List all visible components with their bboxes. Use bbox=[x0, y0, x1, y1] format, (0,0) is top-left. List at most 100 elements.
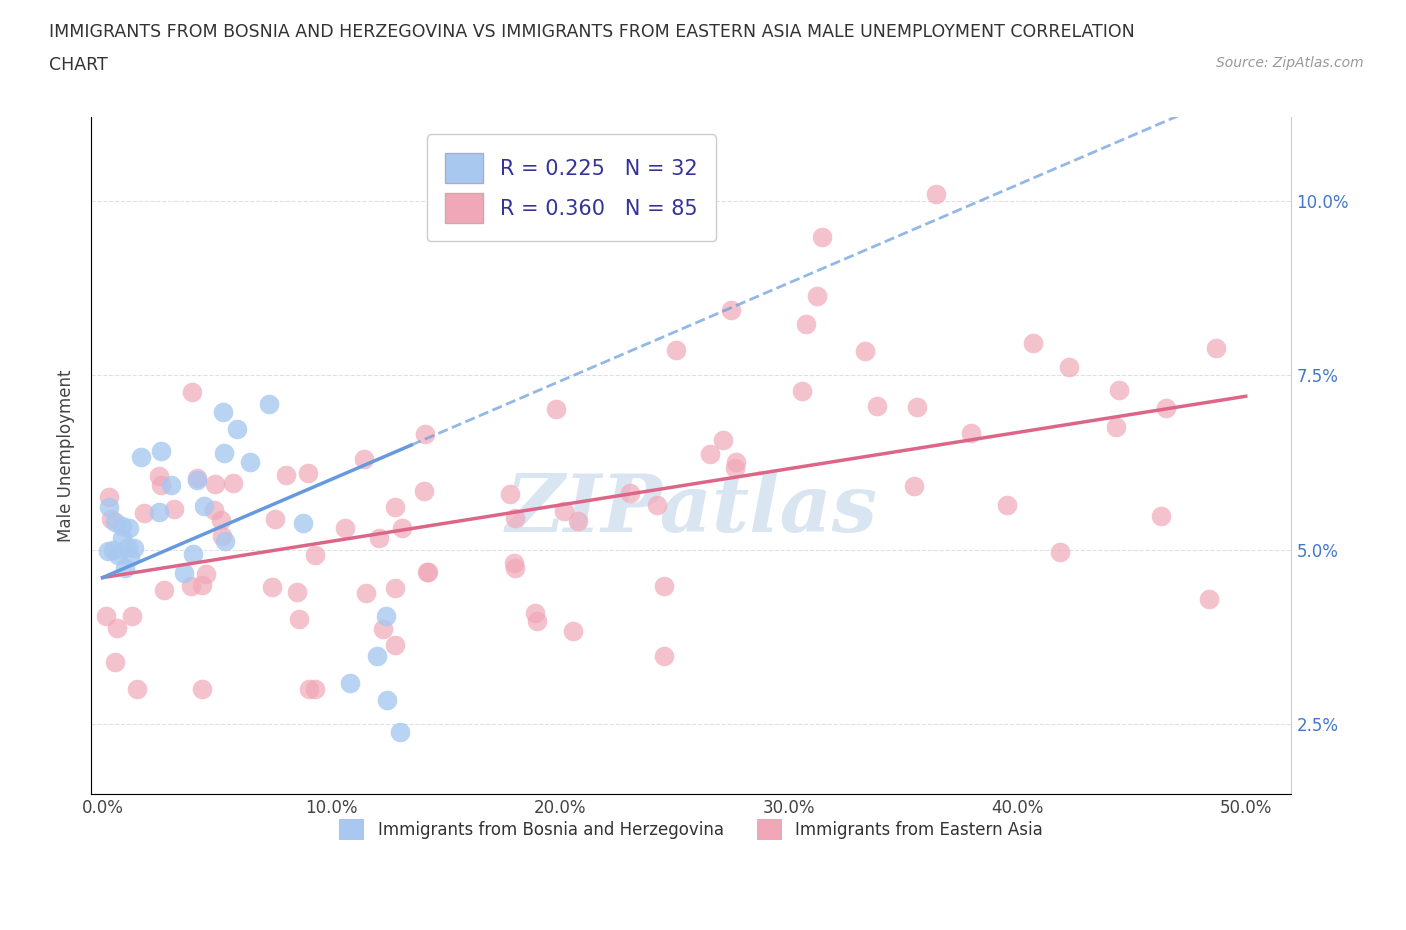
Point bbox=[1150, 509, 1173, 524]
Point bbox=[925, 187, 948, 202]
Point bbox=[211, 405, 233, 419]
Point bbox=[304, 682, 326, 697]
Point bbox=[104, 655, 127, 670]
Point bbox=[98, 490, 121, 505]
Point bbox=[905, 399, 928, 414]
Point bbox=[276, 468, 298, 483]
Point bbox=[111, 530, 134, 545]
Point bbox=[725, 455, 748, 470]
Point bbox=[211, 528, 233, 543]
Point bbox=[1198, 591, 1220, 606]
Y-axis label: Male Unemployment: Male Unemployment bbox=[58, 369, 75, 542]
Point bbox=[792, 383, 814, 398]
Point bbox=[124, 540, 146, 555]
Point bbox=[391, 521, 413, 536]
Point bbox=[191, 682, 214, 697]
Point bbox=[131, 449, 153, 464]
Point bbox=[214, 534, 236, 549]
Point bbox=[903, 478, 925, 493]
Point bbox=[1156, 401, 1178, 416]
Point bbox=[366, 648, 388, 663]
Point bbox=[503, 561, 526, 576]
Point bbox=[1105, 419, 1128, 434]
Point bbox=[1057, 359, 1080, 374]
Point bbox=[1021, 336, 1043, 351]
Point bbox=[810, 230, 832, 245]
Point bbox=[699, 446, 721, 461]
Point bbox=[202, 503, 225, 518]
Point bbox=[806, 289, 828, 304]
Point bbox=[98, 499, 121, 514]
Text: ZIPatlas: ZIPatlas bbox=[505, 471, 877, 549]
Point bbox=[118, 520, 141, 535]
Point bbox=[384, 638, 406, 653]
Point bbox=[173, 565, 195, 580]
Point bbox=[180, 385, 202, 400]
Point bbox=[105, 620, 128, 635]
Point bbox=[995, 498, 1018, 512]
Point bbox=[193, 498, 215, 513]
Point bbox=[183, 547, 205, 562]
Point bbox=[104, 514, 127, 529]
Point bbox=[260, 579, 283, 594]
Point bbox=[149, 477, 172, 492]
Point bbox=[111, 519, 134, 534]
Point bbox=[866, 398, 889, 413]
Point bbox=[134, 506, 156, 521]
Point bbox=[148, 469, 170, 484]
Point bbox=[384, 500, 406, 515]
Point bbox=[285, 585, 308, 600]
Point bbox=[645, 498, 668, 512]
Point bbox=[117, 539, 139, 554]
Point bbox=[121, 608, 143, 623]
Point bbox=[413, 484, 436, 498]
Point bbox=[226, 421, 249, 436]
Point bbox=[619, 485, 641, 500]
Point bbox=[291, 515, 314, 530]
Point bbox=[212, 445, 235, 460]
Point bbox=[794, 316, 817, 331]
Point bbox=[720, 302, 742, 317]
Legend: Immigrants from Bosnia and Herzegovina, Immigrants from Eastern Asia: Immigrants from Bosnia and Herzegovina, … bbox=[333, 813, 1050, 846]
Point bbox=[959, 425, 981, 440]
Point bbox=[204, 477, 226, 492]
Text: IMMIGRANTS FROM BOSNIA AND HERZEGOVINA VS IMMIGRANTS FROM EASTERN ASIA MALE UNEM: IMMIGRANTS FROM BOSNIA AND HERZEGOVINA V… bbox=[49, 23, 1135, 41]
Point bbox=[186, 471, 208, 485]
Point bbox=[652, 648, 675, 663]
Point bbox=[503, 511, 526, 525]
Point bbox=[499, 486, 522, 501]
Point bbox=[354, 585, 377, 600]
Point bbox=[263, 512, 285, 526]
Point bbox=[163, 501, 186, 516]
Point bbox=[149, 444, 172, 458]
Point bbox=[190, 578, 212, 592]
Point bbox=[1108, 382, 1130, 397]
Point bbox=[388, 724, 411, 739]
Point bbox=[239, 455, 262, 470]
Point bbox=[353, 452, 375, 467]
Point bbox=[384, 581, 406, 596]
Point bbox=[298, 682, 321, 697]
Text: Source: ZipAtlas.com: Source: ZipAtlas.com bbox=[1216, 56, 1364, 70]
Point bbox=[503, 556, 526, 571]
Point bbox=[333, 521, 356, 536]
Point bbox=[523, 605, 546, 620]
Point bbox=[159, 478, 181, 493]
Point bbox=[339, 675, 361, 690]
Point bbox=[544, 402, 567, 417]
Point bbox=[101, 542, 124, 557]
Point bbox=[180, 578, 202, 593]
Point bbox=[665, 343, 688, 358]
Point bbox=[114, 561, 136, 576]
Point bbox=[526, 614, 548, 629]
Point bbox=[562, 624, 585, 639]
Point bbox=[724, 460, 747, 475]
Point bbox=[125, 682, 148, 697]
Point bbox=[416, 565, 439, 579]
Point bbox=[567, 513, 589, 528]
Point bbox=[107, 548, 129, 563]
Point bbox=[222, 475, 245, 490]
Point bbox=[94, 608, 117, 623]
Point bbox=[209, 512, 232, 527]
Point bbox=[288, 611, 311, 626]
